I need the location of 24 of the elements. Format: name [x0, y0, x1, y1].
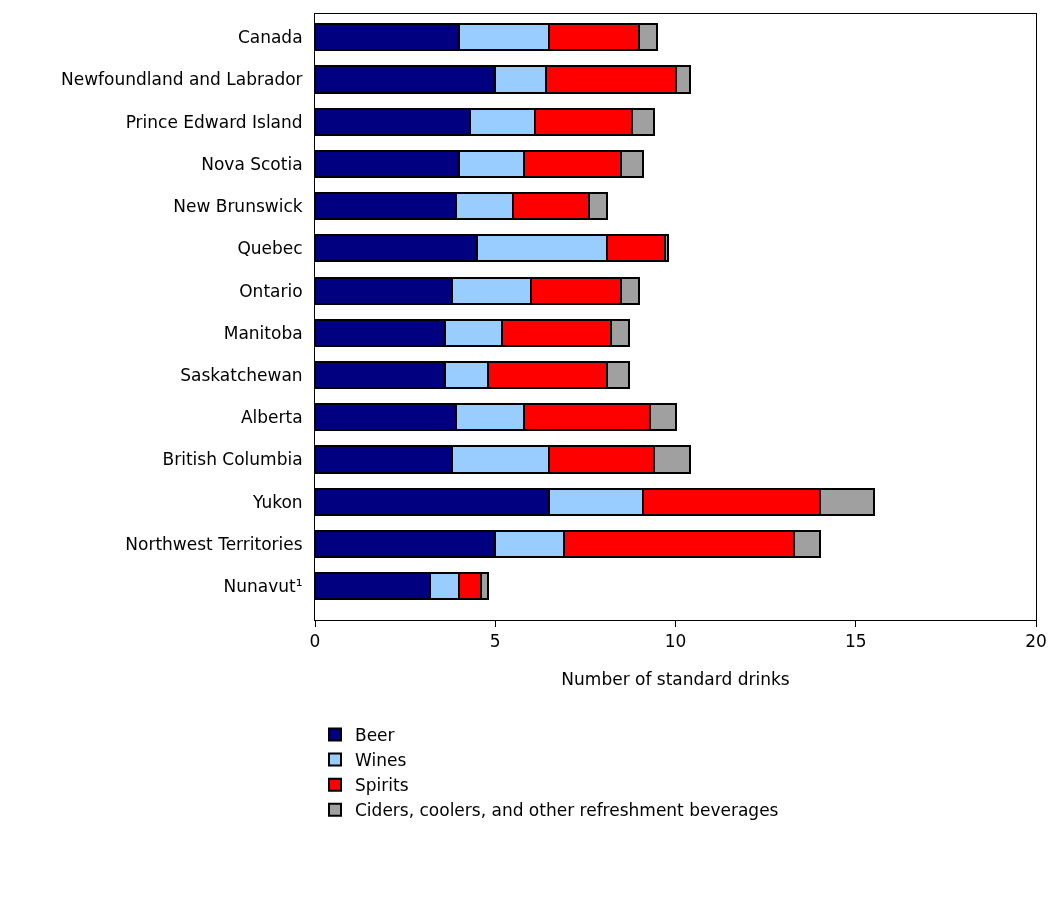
x-tick-label: 0: [309, 631, 321, 652]
x-tick-label: 20: [1025, 631, 1047, 652]
y-tick-label: Yukon: [251, 491, 303, 512]
x-tick-label: 10: [664, 631, 687, 652]
legend-label: Spirits: [355, 775, 409, 796]
y-tick-label: Alberta: [240, 407, 303, 428]
y-tick-label: Manitoba: [223, 322, 303, 343]
x-axis-title: Number of standard drinks: [561, 668, 790, 689]
legend-label: Beer: [355, 725, 395, 746]
y-tick-label: Ontario: [239, 280, 303, 301]
y-tick-label: Prince Edward Island: [125, 111, 303, 132]
legend-label: Ciders, coolers, and other refreshment beverages: [355, 800, 779, 821]
y-tick-label: Nova Scotia: [201, 153, 303, 174]
y-tick-label: Quebec: [237, 238, 303, 259]
y-tick-label: Nunavut¹: [223, 576, 303, 597]
y-tick-label: Newfoundland and Labrador: [61, 69, 303, 90]
y-tick-label: Canada: [237, 27, 303, 48]
y-tick-label: British Columbia: [162, 449, 303, 470]
x-tick-label: 5: [489, 631, 501, 652]
legend-label: Wines: [355, 750, 407, 771]
y-tick-label: New Brunswick: [173, 196, 303, 217]
x-tick-label: 15: [844, 631, 867, 652]
y-tick-label: Northwest Territories: [125, 533, 303, 554]
y-tick-label: Saskatchewan: [180, 365, 303, 386]
